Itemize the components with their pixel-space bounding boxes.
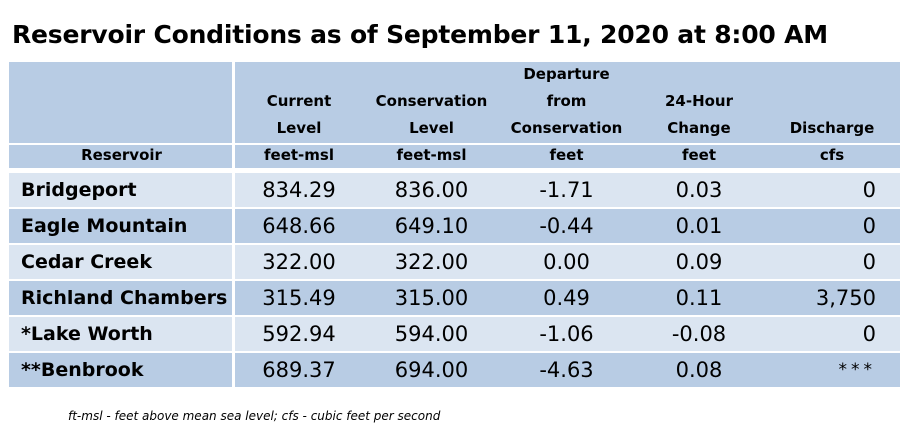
header-line: from	[546, 92, 587, 110]
header-line: Reservoir	[81, 146, 162, 164]
current-level: 322.00	[262, 250, 336, 274]
discharge-value: 0	[862, 250, 876, 274]
discharge-value: 3,750	[815, 286, 876, 310]
change-value: 0.09	[675, 250, 723, 274]
change-value: 0.08	[675, 358, 723, 382]
header-line: Level	[409, 119, 454, 137]
page-title: Reservoir Conditions as of September 11,…	[12, 20, 828, 49]
departure-value: 0.00	[543, 250, 590, 274]
change-value: 0.11	[675, 286, 723, 310]
current-level: 315.49	[262, 286, 336, 310]
discharge-value: ***	[838, 360, 876, 380]
reservoir-name: Bridgeport	[21, 179, 137, 201]
row-divider	[9, 351, 900, 353]
header-divider	[9, 168, 900, 173]
table-row: Bridgeport 834.29 836.00 -1.71 0.03 0	[9, 173, 900, 207]
current-level: 648.66	[262, 214, 336, 238]
row-divider	[9, 243, 900, 245]
change-value: 0.01	[675, 214, 723, 238]
header-line: 24-Hour	[664, 92, 734, 110]
departure-value: 0.49	[543, 286, 590, 310]
current-level: 592.94	[262, 322, 336, 346]
conservation-level: 694.00	[394, 358, 469, 382]
table-row: *Lake Worth 592.94 594.00 -1.06 -0.08 0	[9, 317, 900, 351]
header-line: Current	[266, 92, 332, 110]
conservation-level: 649.10	[394, 214, 469, 238]
conservation-level: 322.00	[394, 250, 469, 274]
discharge-value: 0	[862, 322, 876, 346]
departure-value: -4.63	[539, 358, 594, 382]
header-line: feet	[549, 146, 584, 164]
row-divider	[9, 207, 900, 209]
column-divider	[232, 62, 235, 392]
header-divider	[9, 143, 900, 145]
table-row: Cedar Creek 322.00 322.00 0.00 0.09 0	[9, 245, 900, 279]
current-level: 689.37	[262, 358, 336, 382]
header-line: Conservation	[375, 92, 488, 110]
footnote: ft-msl - feet above mean sea level; cfs …	[68, 409, 441, 423]
conservation-level: 836.00	[394, 178, 469, 202]
header-line: Conservation	[510, 119, 623, 137]
reservoir-name: **Benbrook	[21, 359, 144, 381]
change-value: -0.08	[671, 322, 727, 346]
departure-value: -1.06	[539, 322, 594, 346]
reservoir-name: Eagle Mountain	[21, 215, 188, 237]
row-divider	[9, 279, 900, 281]
departure-value: -0.44	[539, 214, 594, 238]
conservation-level: 594.00	[394, 322, 469, 346]
reservoir-table: Reservoir Current Level feet-msl Conserv…	[9, 62, 900, 392]
header-line: Departure	[523, 65, 610, 83]
header-line: cfs	[819, 146, 845, 164]
header-line: Level	[276, 119, 322, 137]
reservoir-name: Richland Chambers	[21, 287, 228, 309]
current-level: 834.29	[262, 178, 336, 202]
departure-value: -1.71	[539, 178, 594, 202]
header-line: Discharge	[789, 119, 875, 137]
row-divider	[9, 315, 900, 317]
reservoir-name: *Lake Worth	[21, 323, 153, 345]
conservation-level: 315.00	[394, 286, 469, 310]
table-row: **Benbrook 689.37 694.00 -4.63 0.08 ***	[9, 353, 900, 387]
change-value: 0.03	[675, 178, 723, 202]
table-row: Eagle Mountain 648.66 649.10 -0.44 0.01 …	[9, 209, 900, 243]
table-row: Richland Chambers 315.49 315.00 0.49 0.1…	[9, 281, 900, 315]
header-line: feet	[681, 146, 717, 164]
header-line: feet-msl	[396, 146, 467, 164]
reservoir-name: Cedar Creek	[21, 251, 152, 273]
header-line: feet-msl	[264, 146, 334, 164]
header-line: Change	[667, 119, 731, 137]
discharge-value: 0	[862, 178, 876, 202]
discharge-value: 0	[862, 214, 876, 238]
table-header	[9, 62, 900, 168]
